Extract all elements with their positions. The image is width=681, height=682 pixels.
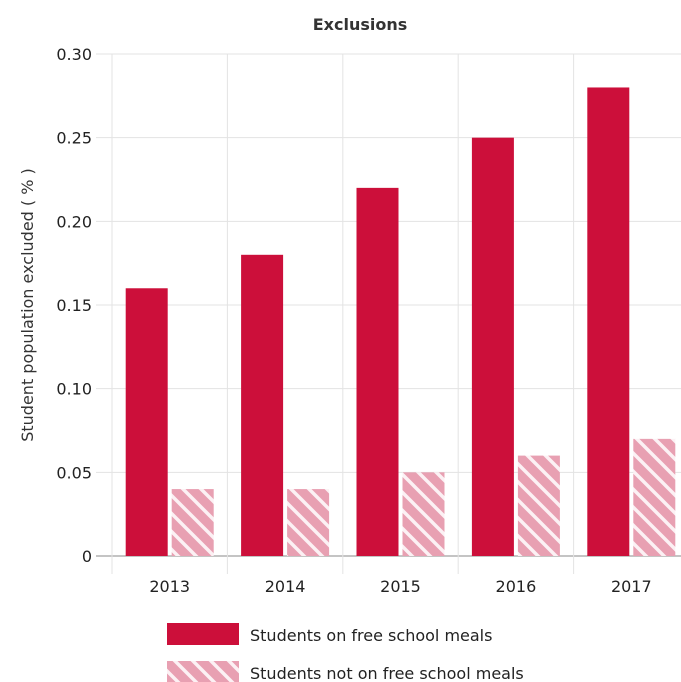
y-tick-label: 0.10 [56,380,92,399]
bar-fsm-2014 [241,254,284,557]
y-axis-label: Student population excluded ( % ) [18,168,37,442]
y-tick-label: 0.15 [56,296,92,315]
bar-fsm-2016 [471,137,514,556]
legend-swatch [167,623,239,645]
bar-non-fsm-2016 [517,455,560,556]
bar-non-fsm-2013 [171,489,214,556]
legend: Students on free school meals Students no… [167,623,524,682]
bar-non-fsm-2017 [633,438,676,556]
legend-swatch [167,661,239,682]
x-tick-label: 2014 [265,577,306,596]
bar-non-fsm-2015 [402,472,445,556]
y-tick-label: 0.05 [56,463,92,482]
legend-label: Students not on free school meals [250,664,524,682]
x-tick-label: 2016 [496,577,537,596]
x-tick-label: 2017 [611,577,652,596]
legend-label: Students on free school meals [250,626,492,645]
bar-fsm-2015 [356,187,399,556]
bar-non-fsm-2014 [287,489,330,556]
y-tick-label: 0 [82,547,92,566]
x-tick-label: 2015 [380,577,421,596]
x-axis-ticks: 2013 2014 2015 2016 2017 [149,577,651,596]
bars [125,87,676,557]
bar-fsm-2013 [125,288,168,556]
y-tick-label: 0.25 [56,129,92,148]
y-axis-ticks: 0 0.05 0.10 0.15 0.20 0.25 0.30 [56,45,92,566]
bar-fsm-2017 [587,87,630,556]
y-tick-label: 0.20 [56,212,92,231]
x-tick-label: 2013 [149,577,190,596]
chart-title: Exclusions [313,15,408,34]
y-tick-label: 0.30 [56,45,92,64]
